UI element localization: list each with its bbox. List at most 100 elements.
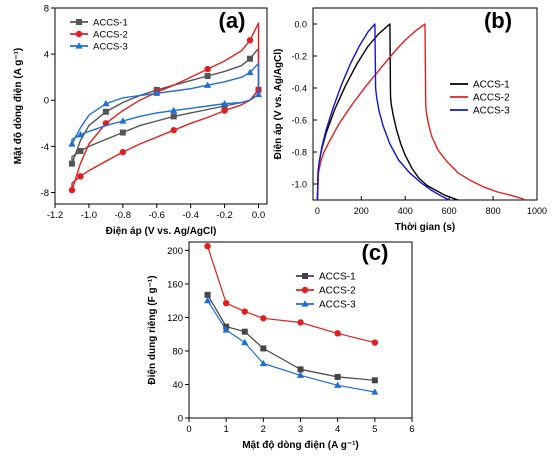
y-tick-label: -0.8 [291,148,307,158]
legend-marker [75,42,83,49]
x-tick-label: -0.6 [149,210,165,221]
data-point [76,131,85,138]
series-3 [316,23,450,201]
plot-frame [312,7,538,201]
panel-label: (c) [362,240,389,265]
legend-label: ACCS-1 [473,80,510,91]
data-point [334,373,341,380]
legend-label: ACCS-1 [93,18,128,29]
y-tick-label: -8 [41,188,49,199]
x-axis-label: Điện áp (V vs. Ag/AgCl) [106,226,217,237]
data-point [204,291,211,298]
data-point [119,148,127,156]
y-tick-label: 0.0 [294,20,307,30]
series-2 [316,23,526,201]
panel-label: (a) [219,8,246,33]
data-point [260,345,267,352]
data-point [297,366,304,373]
data-point [102,108,109,115]
y-axis-label: Điện dung riêng (F g⁻¹) [147,275,158,384]
y-tick-label: 120 [167,313,183,324]
x-axis-label: Mật độ dòng điện (A g⁻¹) [242,440,359,451]
data-point [204,73,211,80]
y-tick-label: 8 [44,4,49,15]
legend-label: ACCS-1 [319,272,356,283]
data-point [371,388,379,395]
x-tick-label: -0.4 [182,210,198,221]
plot-frame [54,7,268,205]
x-tick-label: 0 [315,206,320,216]
x-tick-label: 5 [372,424,377,435]
y-tick-label: 0 [178,414,183,425]
data-point [334,381,342,388]
plot-frame [188,241,413,419]
x-tick-label: 2 [261,424,266,435]
series-3 [203,296,379,395]
y-axis-label: Điện áp (V vs. Ag/AgCl) [273,49,284,160]
data-point [119,129,126,136]
data-point [204,81,212,88]
data-point [170,127,177,134]
x-tick-label: -0.2 [216,210,232,221]
data-point [241,338,249,346]
x-tick-label: -0.8 [115,210,131,221]
x-tick-label: 6 [409,424,414,435]
x-tick-label: 200 [354,206,369,216]
legend-label: ACCS-3 [473,106,510,117]
data-point [241,308,248,315]
legend-marker [301,286,309,294]
series-2 [204,242,379,346]
data-point [254,90,263,98]
series-3 [68,62,263,147]
data-point [296,371,305,378]
data-point [170,106,178,114]
y-tick-label: 200 [167,246,183,257]
data-point [102,99,110,107]
data-point [204,65,211,73]
series-line [316,23,450,201]
data-point [153,89,161,96]
legend-label: ACCS-2 [319,286,356,297]
data-point [222,299,230,307]
data-point [259,359,267,367]
y-tick-label: -1.0 [291,180,307,190]
data-point [371,339,379,346]
y-tick-label: 80 [172,346,183,357]
series-line [71,47,260,164]
y-axis-label: Mật độ dòng điện (A g⁻¹) [13,48,24,165]
data-point [119,117,127,124]
data-point [77,173,84,180]
legend-label: ACCS-2 [93,30,128,41]
data-point [68,140,76,147]
y-tick-label: -4 [41,142,49,153]
data-point [222,326,230,333]
legend-label: ACCS-3 [93,42,128,53]
data-point [68,186,76,194]
x-tick-label: -1.2 [47,210,63,221]
legend: ACCS-1 ACCS-2 ACCS-3 [450,80,510,117]
legend-marker [76,19,82,25]
y-tick-label: -0.6 [291,116,307,126]
legend-label: ACCS-3 [319,300,356,311]
legend-label: ACCS-2 [473,93,510,104]
legend-marker [302,273,308,279]
data-point [68,160,75,167]
chart-panel-3: 0 1 2 3 4 5 6 0 40 80 120 160 200 Mật độ dòng điện (A… [147,240,415,451]
x-axis-label: Thời gian (s) [395,222,455,233]
series-line [316,23,459,201]
y-tick-label: 4 [44,50,49,61]
y-tick-label: -0.4 [291,84,307,94]
data-point [246,37,254,44]
x-tick-label: 3 [298,424,303,435]
x-tick-label: 800 [486,206,501,216]
y-tick-label: -0.2 [291,52,307,62]
y-tick-label: 160 [167,279,183,290]
panel-label: (b) [484,8,512,33]
x-tick-label: 400 [398,206,413,216]
data-point [170,113,177,120]
x-tick-label: 1 [224,424,229,435]
y-tick-label: 0 [44,96,49,107]
legend-marker [75,30,83,38]
